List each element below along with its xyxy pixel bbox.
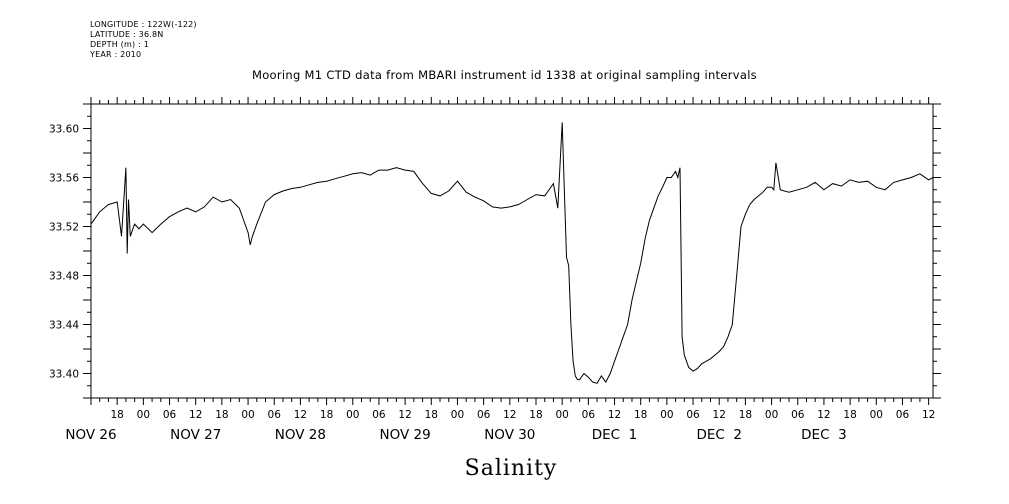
x-hour-label: 12 (713, 409, 726, 421)
x-hour-label: 12 (503, 409, 516, 421)
x-hour-label: 18 (425, 409, 438, 421)
x-hour-label: 18 (110, 409, 123, 421)
y-tick-label: 33.44 (49, 320, 79, 332)
x-hour-label: 12 (922, 409, 935, 421)
x-day-labels: NOV 26 NOV 27 NOV 28 NOV 29 NOV 30 DEC 1 DEC 2… (65, 427, 846, 443)
depth-text: DEPTH (m) : 1 (90, 40, 149, 49)
x-day-label: NOV 26 (65, 427, 116, 443)
x-hour-label: 12 (608, 409, 621, 421)
axis-ticks (83, 97, 941, 405)
y-tick-label: 33.56 (49, 173, 79, 185)
x-hour-label: 12 (189, 409, 202, 421)
x-hour-label: 06 (268, 409, 282, 421)
x-hour-label: 18 (739, 409, 752, 421)
x-day-label: NOV 29 (380, 427, 431, 443)
x-hour-label: 18 (215, 409, 228, 421)
x-axis-label: Salinity (465, 456, 558, 481)
y-tick-labels: 33.40 33.44 33.48 33.52 33.56 33.60 (49, 124, 79, 381)
x-hour-label: 18 (843, 409, 856, 421)
metadata-block: LONGITUDE : 122W(-122) LATITUDE : 36.8N … (90, 20, 197, 60)
plot-frame (90, 103, 934, 399)
x-hour-label: 06 (686, 409, 700, 421)
x-hour-label: 18 (320, 409, 333, 421)
x-hour-label: 06 (163, 409, 177, 421)
y-tick-label: 33.48 (49, 271, 79, 283)
longitude-text: LONGITUDE : 122W(-122) (90, 20, 197, 29)
x-day-label: NOV 27 (170, 427, 221, 443)
x-day-label: NOV 30 (484, 427, 535, 443)
latitude-text: LATITUDE : 36.8N (90, 30, 164, 39)
x-day-label: NOV 28 (275, 427, 326, 443)
x-hour-label: 12 (398, 409, 411, 421)
x-hour-label: 06 (477, 409, 491, 421)
x-hour-label: 00 (137, 409, 150, 421)
year-text: YEAR : 2010 (90, 50, 142, 59)
x-hour-label: 18 (634, 409, 647, 421)
x-hour-label: 12 (817, 409, 830, 421)
x-hour-label: 06 (582, 409, 596, 421)
x-hour-label: 00 (346, 409, 359, 421)
chart-title: Mooring M1 CTD data from MBARI instrumen… (252, 68, 757, 82)
x-hour-label: 00 (241, 409, 254, 421)
x-day-label: DEC 3 (801, 427, 847, 443)
x-day-label: DEC 1 (592, 427, 638, 443)
x-hour-label: 00 (870, 409, 883, 421)
x-hour-label: 06 (791, 409, 805, 421)
y-tick-label: 33.52 (49, 222, 79, 234)
x-tick-labels: 18 00 06 12 18 00 06 12 18 00 06 12 18 00 06 12 18 00 06 12… (110, 409, 935, 421)
y-tick-label: 33.60 (49, 124, 79, 136)
x-hour-label: 00 (660, 409, 673, 421)
x-hour-label: 00 (451, 409, 464, 421)
y-tick-label: 33.40 (49, 369, 79, 381)
x-hour-label: 18 (529, 409, 542, 421)
x-hour-label: 06 (896, 409, 910, 421)
salinity-series-line (90, 122, 934, 384)
x-day-label: DEC 2 (696, 427, 742, 443)
x-hour-label: 00 (555, 409, 568, 421)
x-hour-label: 00 (765, 409, 778, 421)
x-hour-label: 12 (294, 409, 307, 421)
x-hour-label: 06 (372, 409, 386, 421)
